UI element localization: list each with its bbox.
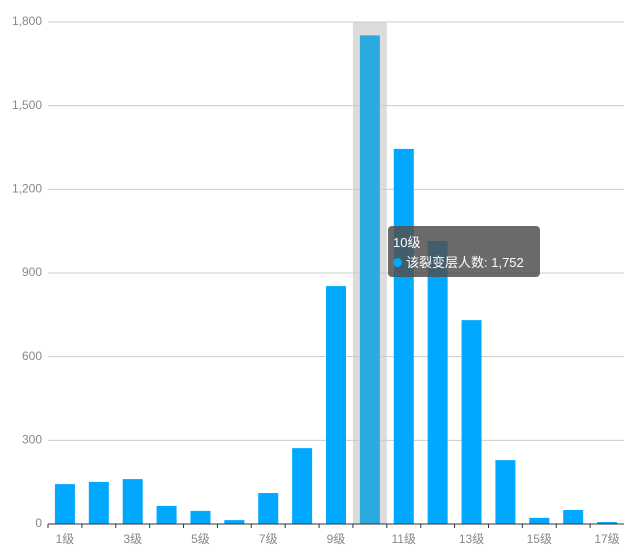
y-tick-label: 300 xyxy=(22,433,42,447)
y-tick-label: 1,500 xyxy=(12,98,42,112)
x-tick-label: 3级 xyxy=(123,532,142,546)
y-tick-label: 600 xyxy=(22,349,42,363)
x-tick-label: 11级 xyxy=(392,532,416,546)
x-tick-label: 9级 xyxy=(327,532,346,546)
bar xyxy=(461,320,482,524)
bar xyxy=(190,510,211,524)
bar xyxy=(326,286,346,524)
bar xyxy=(393,148,414,524)
bar xyxy=(597,522,618,524)
bar xyxy=(529,517,550,524)
bar xyxy=(156,505,177,524)
x-tick-label: 17级 xyxy=(594,532,619,546)
y-tick-label: 1,200 xyxy=(12,182,42,196)
tooltip-dot xyxy=(393,258,402,267)
bar xyxy=(122,479,143,524)
x-tick-label: 7级 xyxy=(259,532,278,546)
bar xyxy=(54,484,75,524)
bar xyxy=(563,510,584,524)
bar xyxy=(495,460,516,524)
tooltip: 10级 该裂变层人数: 1,752 xyxy=(388,226,540,277)
tooltip-text: 该裂变层人数: 1,752 xyxy=(406,255,524,270)
x-tick-label: 5级 xyxy=(191,532,210,546)
x-tick-label: 15级 xyxy=(527,532,552,546)
tooltip-row: 该裂变层人数: 1,752 xyxy=(393,253,535,273)
bar xyxy=(258,493,279,524)
bar xyxy=(224,520,245,524)
bar xyxy=(88,481,109,524)
y-tick-label: 900 xyxy=(22,265,42,279)
tooltip-title: 10级 xyxy=(393,235,421,250)
y-tick-label: 0 xyxy=(35,516,42,530)
y-tick-label: 1,800 xyxy=(12,14,42,28)
x-tick-label: 13级 xyxy=(459,532,484,546)
x-tick-label: 1级 xyxy=(56,532,75,546)
bar xyxy=(427,240,448,524)
bar xyxy=(292,448,313,524)
bar xyxy=(359,35,380,525)
